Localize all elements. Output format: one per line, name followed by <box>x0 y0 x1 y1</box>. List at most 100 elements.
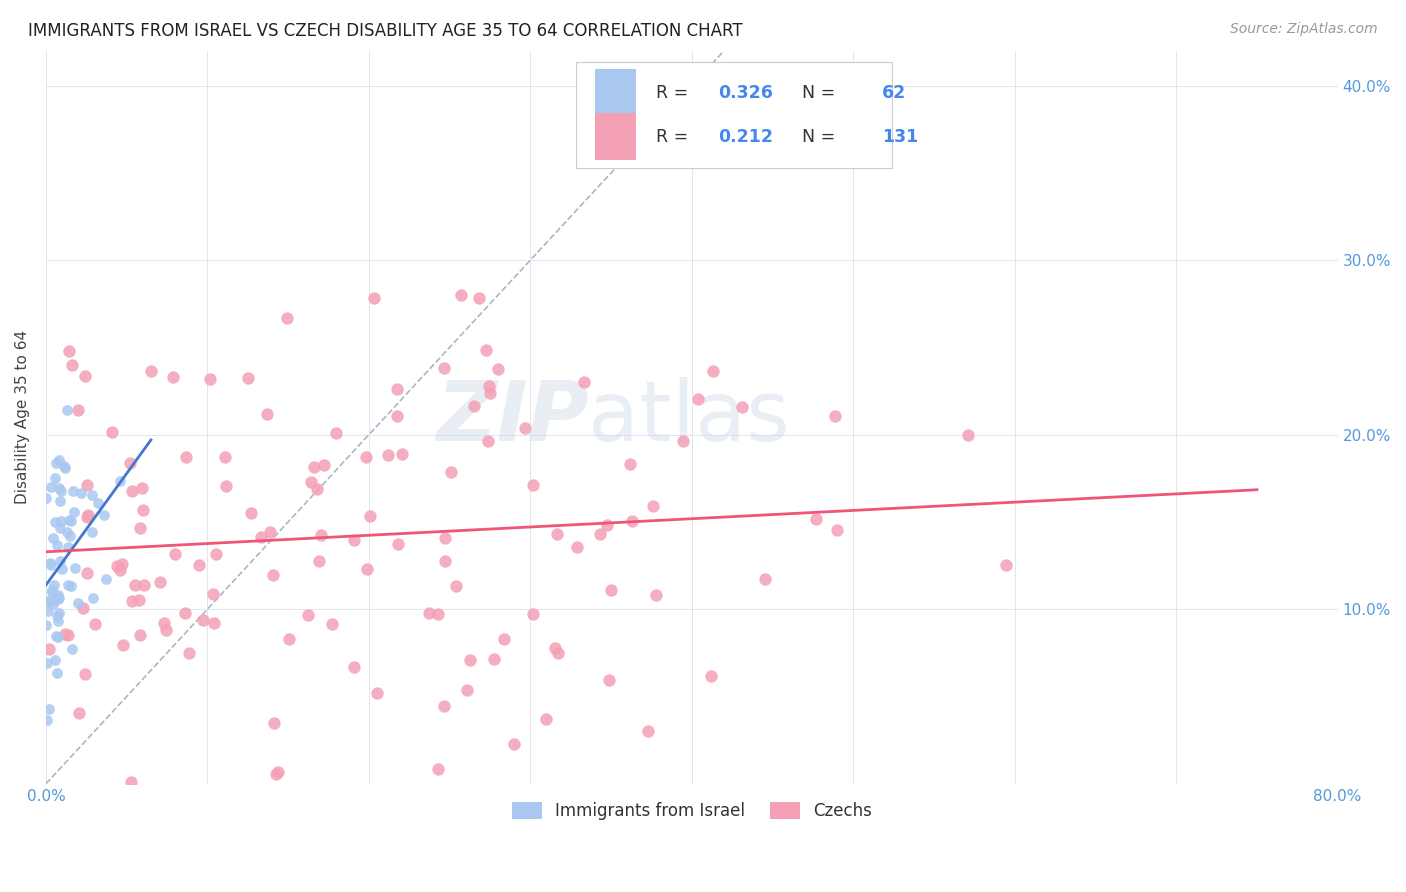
Point <box>121 594 143 608</box>
Point <box>433 361 456 376</box>
Point <box>44 471 66 485</box>
Point <box>522 478 544 492</box>
Point <box>35 491 58 505</box>
Point <box>321 616 343 631</box>
Point <box>76 566 98 581</box>
Point <box>456 682 478 697</box>
Point <box>46 591 69 606</box>
Point <box>503 738 526 752</box>
Point <box>44 516 66 530</box>
Point <box>82 591 104 605</box>
Point <box>37 656 59 670</box>
Text: 131: 131 <box>882 128 918 145</box>
Point <box>41 585 63 599</box>
Y-axis label: Disability Age 35 to 64: Disability Age 35 to 64 <box>15 330 30 504</box>
Point <box>134 578 156 592</box>
Point <box>39 558 62 572</box>
Point <box>240 506 263 520</box>
Point <box>39 480 62 494</box>
Point <box>58 344 80 359</box>
Point <box>426 607 449 621</box>
FancyBboxPatch shape <box>575 62 891 168</box>
Point <box>385 409 408 424</box>
Point <box>359 508 381 523</box>
Point <box>956 428 979 442</box>
Point <box>598 673 620 687</box>
Point <box>59 580 82 594</box>
Point <box>62 484 84 499</box>
Point <box>700 669 723 683</box>
Point <box>45 629 67 643</box>
Point <box>804 512 827 526</box>
Point <box>35 618 58 632</box>
Point <box>482 651 505 665</box>
Point <box>308 554 330 568</box>
Point <box>262 568 284 582</box>
Point <box>77 508 100 522</box>
Point <box>44 653 66 667</box>
Point <box>596 518 619 533</box>
Point <box>433 699 456 714</box>
Point <box>49 483 72 498</box>
Point <box>59 514 82 528</box>
Point <box>48 481 70 495</box>
Point <box>37 594 59 608</box>
Point <box>418 606 440 620</box>
Point <box>356 562 378 576</box>
Point <box>46 588 69 602</box>
Point <box>38 556 60 570</box>
Point <box>128 593 150 607</box>
Point <box>264 767 287 781</box>
Point <box>59 529 82 543</box>
Point <box>621 514 644 528</box>
Point <box>51 562 73 576</box>
Point <box>267 764 290 779</box>
FancyBboxPatch shape <box>595 70 637 117</box>
Point <box>63 505 86 519</box>
Point <box>387 537 409 551</box>
Point <box>463 399 485 413</box>
Point <box>58 513 80 527</box>
Point <box>547 646 569 660</box>
Point <box>101 425 124 439</box>
Point <box>124 577 146 591</box>
Point <box>60 359 83 373</box>
Point <box>163 547 186 561</box>
Point <box>51 514 73 528</box>
Point <box>132 502 155 516</box>
Text: IMMIGRANTS FROM ISRAEL VS CZECH DISABILITY AGE 35 TO 64 CORRELATION CHART: IMMIGRANTS FROM ISRAEL VS CZECH DISABILI… <box>28 22 742 40</box>
Point <box>111 557 134 571</box>
Point <box>354 450 377 464</box>
Point <box>825 523 848 537</box>
Point <box>299 475 322 490</box>
Point <box>440 466 463 480</box>
Point <box>131 481 153 495</box>
Point <box>48 606 70 620</box>
Point <box>477 434 499 448</box>
Point <box>201 587 224 601</box>
Point <box>214 450 236 464</box>
Point <box>42 531 65 545</box>
Point <box>191 613 214 627</box>
Point <box>236 371 259 385</box>
Point <box>52 458 75 473</box>
Point <box>450 287 472 301</box>
Point <box>55 461 77 475</box>
Point <box>75 369 97 384</box>
Point <box>641 500 664 514</box>
Point <box>45 456 67 470</box>
Point <box>96 572 118 586</box>
Point <box>162 369 184 384</box>
Point <box>263 715 285 730</box>
Point <box>120 456 142 470</box>
Point <box>67 403 90 417</box>
Point <box>65 561 87 575</box>
Point <box>41 582 63 597</box>
Point <box>202 615 225 630</box>
Point <box>39 594 62 608</box>
Point <box>46 614 69 628</box>
Point <box>93 508 115 522</box>
Point <box>427 762 450 776</box>
Point <box>37 713 59 727</box>
Point <box>58 540 80 554</box>
